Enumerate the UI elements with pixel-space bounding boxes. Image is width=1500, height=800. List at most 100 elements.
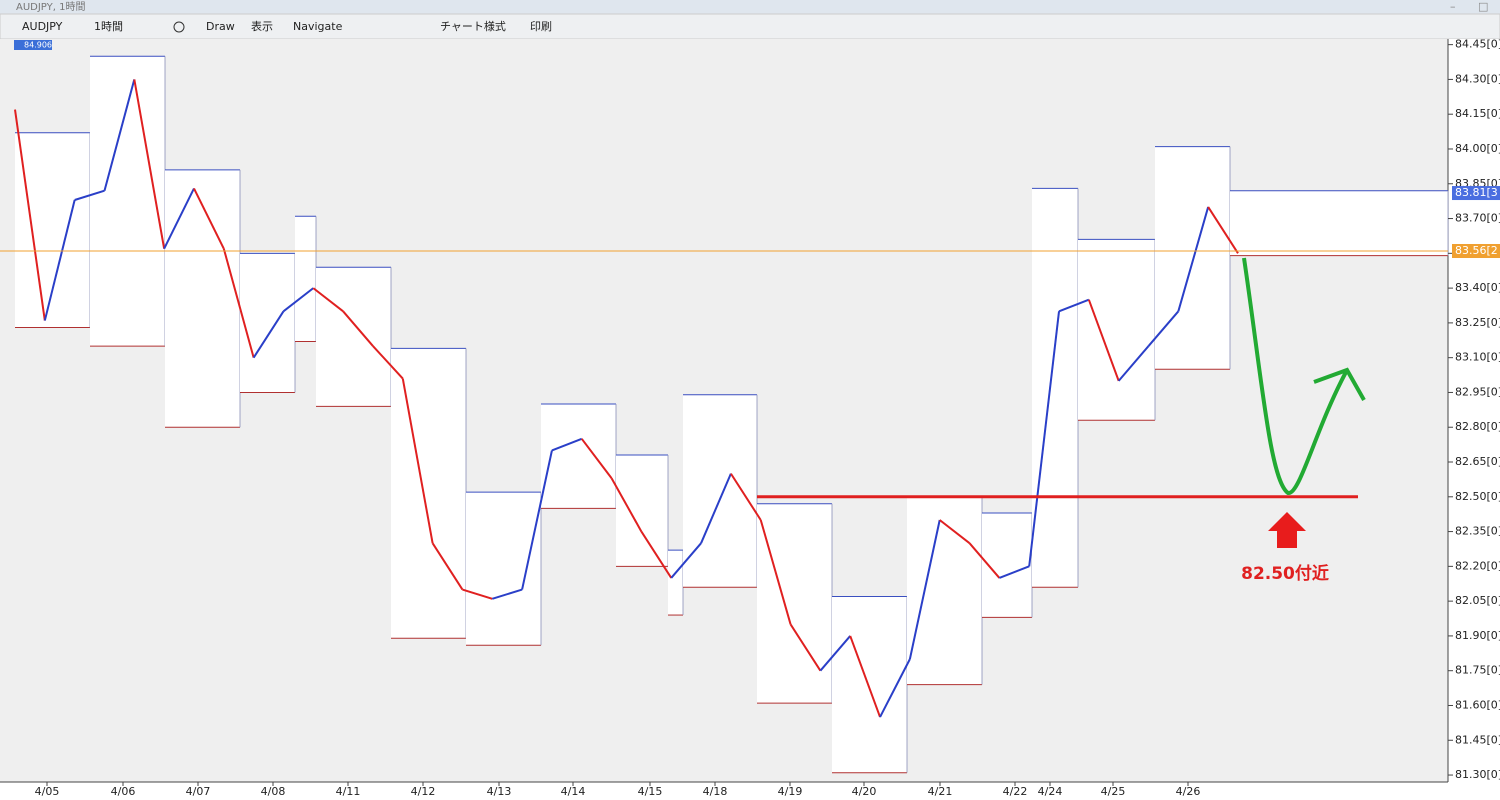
y-tick-label: 84.00[0]	[1455, 142, 1500, 155]
window-title: AUDJPY, 1時間	[16, 1, 85, 13]
price-segment	[759, 519, 792, 625]
price-axis	[1448, 39, 1500, 800]
y-tick-label: 83.10[0]	[1455, 351, 1500, 364]
range-box	[316, 267, 391, 407]
price-segment	[1147, 310, 1180, 347]
range-box	[907, 496, 982, 685]
x-tick-label: 4/12	[411, 785, 436, 798]
price-segment	[521, 450, 553, 590]
range-box	[295, 216, 316, 342]
level-label: 82.50付近	[1241, 563, 1329, 584]
y-tick-label: 84.45[0]	[1455, 38, 1500, 51]
x-tick-label: 4/14	[561, 785, 586, 798]
price-segment	[700, 473, 732, 544]
minimize[interactable]: –	[1450, 0, 1456, 13]
price-segment	[491, 588, 523, 600]
price-segment	[819, 635, 851, 672]
title-bar	[0, 0, 1500, 14]
x-tick-label: 4/05	[35, 785, 60, 798]
y-tick-label: 82.65[0]	[1455, 455, 1500, 468]
y-tick-label: 82.35[0]	[1455, 525, 1500, 538]
price-segment	[282, 287, 314, 313]
marker-label: 84.906	[24, 41, 52, 50]
red-arrow	[1268, 512, 1306, 548]
price-segment	[222, 248, 255, 358]
range-box	[466, 492, 541, 646]
toolbar-button[interactable]: Navigate	[293, 20, 343, 33]
y-tick-label: 82.50[0]	[1455, 490, 1500, 503]
price-segment	[730, 473, 762, 521]
range-box	[1032, 188, 1078, 588]
price-segment	[163, 187, 195, 250]
toolbar-button[interactable]: チャート様式	[440, 19, 506, 33]
range-box	[15, 132, 90, 328]
x-tick-label: 4/22	[1003, 785, 1028, 798]
price-segment	[462, 588, 493, 600]
price-segment	[103, 79, 136, 191]
green-arrow	[1242, 257, 1348, 495]
price-segment	[939, 519, 971, 544]
price-segment	[1028, 311, 1061, 567]
range-box	[1078, 239, 1155, 421]
price-segment	[968, 542, 1001, 579]
y-tick-label: 81.75[0]	[1455, 664, 1500, 677]
y-tick-label: 81.90[0]	[1455, 629, 1500, 642]
price-segment	[640, 531, 673, 579]
price-segment	[789, 623, 822, 672]
toolbar-button[interactable]: AUDJPY	[22, 20, 63, 33]
x-tick-label: 4/07	[186, 785, 211, 798]
y-tick-label: 81.60[0]	[1455, 698, 1500, 711]
x-tick-label: 4/15	[638, 785, 663, 798]
x-tick-label: 4/11	[336, 785, 361, 798]
y-tick-label: 83.25[0]	[1455, 316, 1500, 329]
toolbar-button[interactable]: 1時間	[94, 20, 123, 33]
price-segment	[580, 438, 613, 479]
price-segment	[193, 187, 225, 250]
green-arrowhead	[1313, 367, 1366, 401]
x-tick-label: 4/06	[111, 785, 136, 798]
y-tick-label: 84.30[0]	[1455, 72, 1500, 85]
range-box	[391, 348, 466, 639]
y-tick-label: 81.45[0]	[1455, 733, 1500, 746]
range-box	[240, 253, 295, 393]
x-tick-label: 4/21	[928, 785, 953, 798]
y-tick-label: 82.80[0]	[1455, 420, 1500, 433]
draw-icon[interactable]	[173, 21, 185, 33]
price-segment	[312, 287, 344, 313]
range-box	[683, 394, 757, 588]
toolbar-button[interactable]: 表示	[251, 19, 273, 33]
price-segment	[999, 565, 1030, 579]
range-box	[165, 169, 240, 428]
price-segment	[133, 79, 166, 249]
x-tick-label: 4/19	[778, 785, 803, 798]
range-box	[757, 503, 832, 704]
maximize[interactable]: □	[1478, 0, 1488, 13]
range-box	[90, 56, 165, 347]
price-segment	[1117, 345, 1150, 382]
price-segment	[342, 310, 374, 347]
x-tick-label: 4/18	[703, 785, 728, 798]
range-box	[616, 455, 668, 567]
x-tick-label: 4/08	[261, 785, 286, 798]
price-label-bg	[1452, 244, 1500, 259]
toolbar-button[interactable]: 印刷	[530, 20, 552, 33]
y-tick-label: 82.20[0]	[1455, 559, 1500, 572]
price-segment	[43, 199, 76, 321]
y-tick-label: 81.30[0]	[1455, 768, 1500, 781]
y-tick-label: 84.15[0]	[1455, 107, 1500, 120]
price-segment	[14, 109, 46, 321]
toolbar-items: AUDJPY 1時間 Draw 表示 Navigate チャート様式 印刷	[22, 19, 552, 33]
price-segment	[1177, 206, 1210, 312]
toolbar	[0, 13, 1500, 40]
price-segment	[551, 437, 583, 452]
plot	[0, 55, 1449, 774]
x-tick-label: 4/25	[1101, 785, 1126, 798]
y-tick-label: 83.70[0]	[1455, 212, 1500, 225]
date-axis	[0, 782, 1448, 800]
range-box	[982, 513, 1032, 618]
marker-bg	[14, 40, 52, 50]
price-segment	[1087, 299, 1120, 382]
toolbar-button[interactable]: Draw	[206, 20, 235, 33]
